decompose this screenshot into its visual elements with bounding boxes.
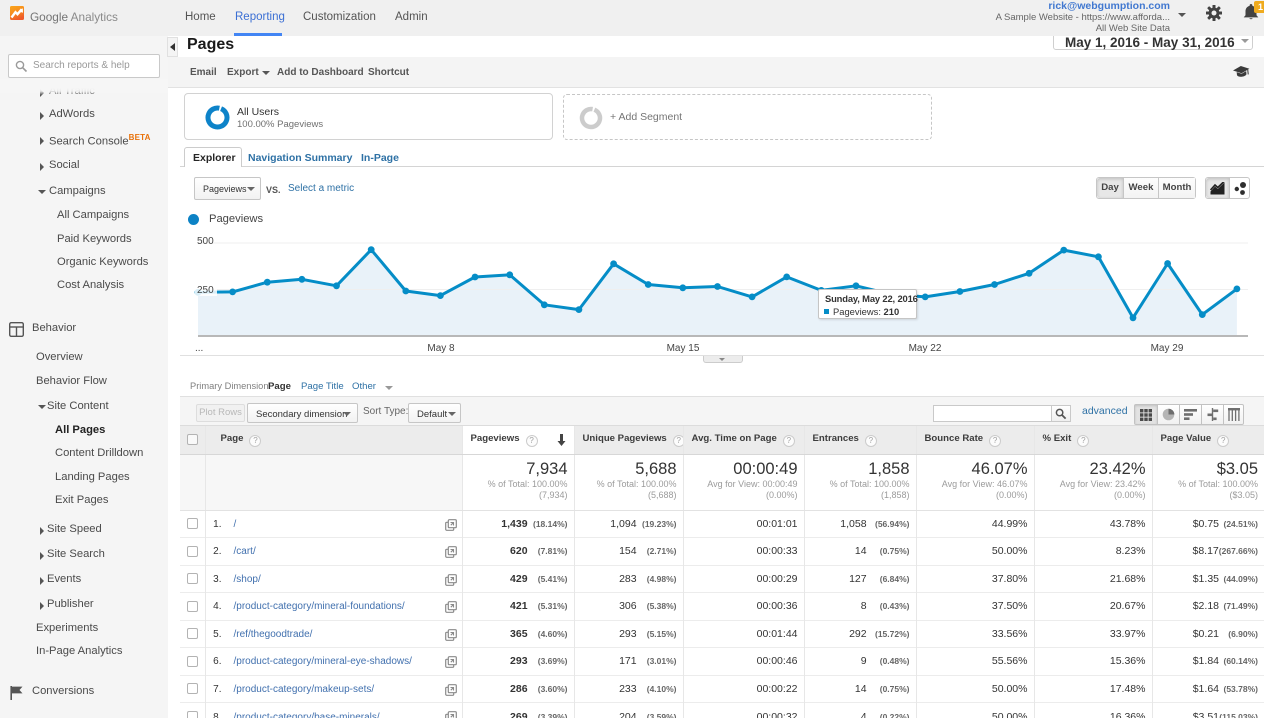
svg-text:May 8: May 8 xyxy=(427,343,455,354)
svg-text:May 22: May 22 xyxy=(909,343,942,354)
svg-text:250: 250 xyxy=(197,285,214,296)
svg-text:500: 500 xyxy=(197,236,214,247)
svg-text:May 15: May 15 xyxy=(667,343,700,354)
svg-text:May 29: May 29 xyxy=(1151,343,1184,354)
svg-text:...: ... xyxy=(195,343,203,354)
